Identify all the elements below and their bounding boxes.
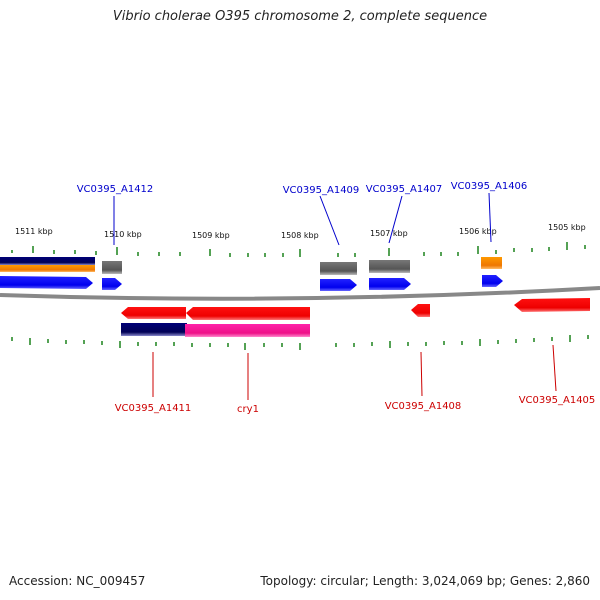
- forward-leaders: [113, 192, 492, 246]
- feature-blue-arrow: [482, 275, 503, 287]
- reverse-features: [121, 298, 590, 337]
- feature-red-arrow: [411, 304, 430, 317]
- kbp-label: 1506 kbp: [459, 227, 497, 236]
- gene-label-reverse[interactable]: VC0395_A1411: [115, 403, 192, 414]
- inner-ticks: [11, 335, 589, 350]
- gene-label-reverse[interactable]: VC0395_A1405: [519, 395, 596, 406]
- reverse-leaders: [152, 344, 557, 400]
- gene-label-reverse[interactable]: VC0395_A1408: [385, 401, 462, 412]
- feature-pink-block: [185, 324, 310, 337]
- feature-orange: [0, 265, 95, 272]
- kbp-label: 1508 kbp: [281, 231, 319, 240]
- feature-gray-block: [369, 260, 410, 273]
- feature-gray-block: [102, 261, 122, 274]
- gene-label-forward[interactable]: VC0395_A1407: [366, 184, 443, 195]
- kbp-label: 1511 kbp: [15, 227, 53, 236]
- feature-red-arrow: [121, 307, 186, 319]
- feature-orange-block: [481, 257, 502, 269]
- feature-navy: [0, 257, 95, 265]
- kbp-label: 1510 kbp: [104, 230, 142, 239]
- chromosome-backbone: [0, 286, 600, 301]
- feature-gray-block: [320, 262, 357, 275]
- gene-label-reverse[interactable]: cry1: [237, 404, 259, 415]
- feature-blue-arrow: [320, 279, 357, 291]
- kbp-label: 1509 kbp: [192, 231, 230, 240]
- forward-features: [0, 257, 503, 291]
- feature-red-arrow: [186, 307, 310, 320]
- feature-blue-arrow: [0, 276, 93, 289]
- kbp-label: 1507 kbp: [370, 229, 408, 238]
- feature-blue-arrow: [369, 278, 411, 290]
- summary-text: Topology: circular; Length: 3,024,069 bp…: [260, 574, 590, 588]
- gene-label-forward[interactable]: VC0395_A1409: [283, 185, 360, 196]
- gene-label-forward[interactable]: VC0395_A1412: [77, 184, 154, 195]
- kbp-label: 1505 kbp: [548, 223, 586, 232]
- outer-ticks: [11, 242, 586, 257]
- accession-text: Accession: NC_009457: [9, 574, 146, 588]
- feature-blue-arrow: [102, 278, 122, 290]
- feature-red-arrow: [514, 298, 590, 312]
- gene-label-forward[interactable]: VC0395_A1406: [451, 181, 528, 192]
- map-title: Vibrio cholerae O395 chromosome 2, compl…: [112, 9, 488, 24]
- feature-navy-block: [121, 323, 187, 336]
